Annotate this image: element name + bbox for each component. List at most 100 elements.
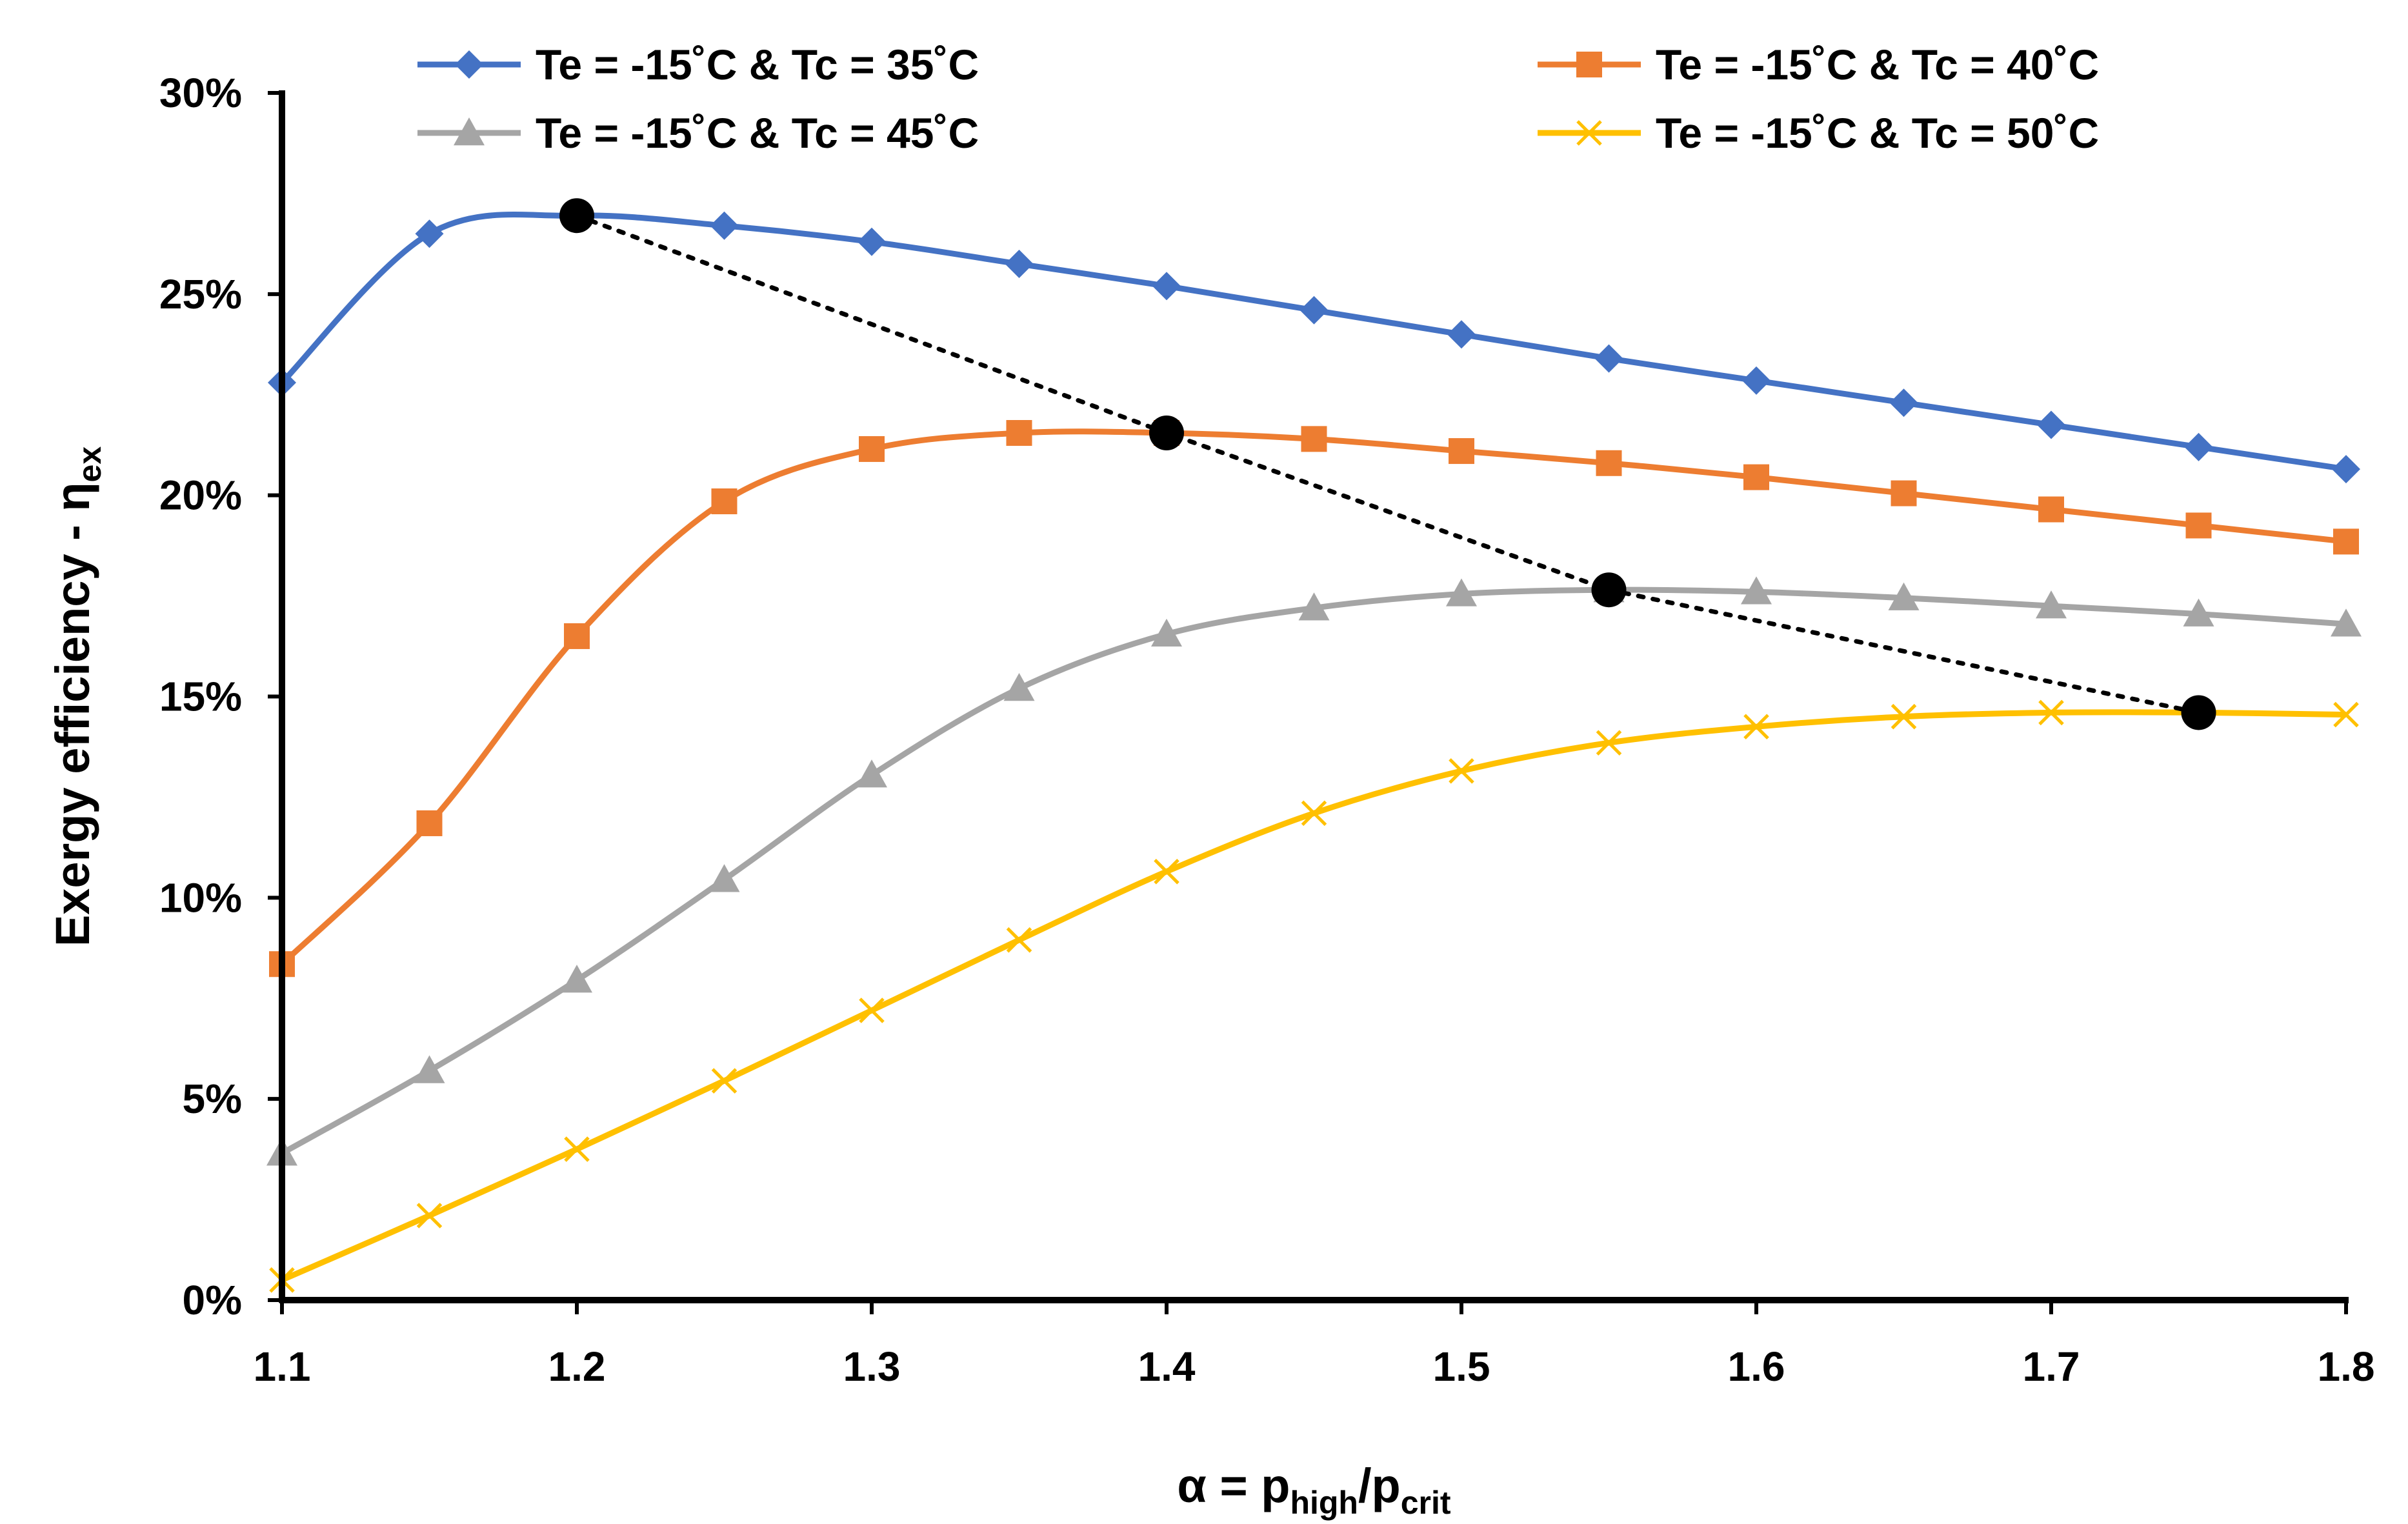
series-3-point-15 xyxy=(2331,608,2362,637)
series-1-point-12 xyxy=(1889,388,1918,417)
optimum-line xyxy=(574,213,2201,715)
x-axis-title-sub-high: high xyxy=(1290,1485,1358,1521)
legend-marker-3 xyxy=(454,117,485,146)
y-axis-title: Exergy efficiency - ηex xyxy=(46,446,108,947)
series-1-point-5 xyxy=(858,227,886,256)
series-3-point-8 xyxy=(1298,592,1330,621)
y-tick-label-2: 5% xyxy=(183,1076,243,1122)
optimum-point-1 xyxy=(559,198,594,234)
series-3-point-11 xyxy=(1741,576,1772,605)
series-4-point-13 xyxy=(2038,699,2064,726)
series-4-point-15 xyxy=(2333,701,2359,728)
series-3-point-9 xyxy=(1446,578,1477,607)
series-4-point-8-stroke-b xyxy=(1301,800,1327,827)
series-1-point-7 xyxy=(1152,272,1181,301)
series-1-point-4 xyxy=(710,211,739,240)
optimum-point-3 xyxy=(1591,572,1627,608)
series-layer xyxy=(266,201,2362,1293)
legend-marker-1 xyxy=(455,50,483,79)
series-4-point-10-stroke-b xyxy=(1596,730,1622,756)
series-4-point-11 xyxy=(1743,714,1769,740)
optimum-point-2 xyxy=(1149,415,1184,450)
x-axis-title-main: α = p xyxy=(1177,1459,1290,1512)
series-4-point-12 xyxy=(1891,703,1917,730)
series-2-point-14 xyxy=(2185,512,2212,539)
series-2-point-11 xyxy=(1743,464,1769,490)
series-1-point-13 xyxy=(2037,410,2065,439)
series-1-point-9 xyxy=(1447,320,1476,349)
series-3-point-3 xyxy=(561,965,592,993)
series-4-point-15-stroke-b xyxy=(2333,701,2359,728)
series-4-point-8 xyxy=(1301,800,1327,827)
series-1-point-14 xyxy=(2184,432,2213,461)
y-tick-label-5: 20% xyxy=(159,472,242,519)
series-1-point-8 xyxy=(1299,296,1329,325)
x-tick-label-4: 1.4 xyxy=(1138,1343,1196,1390)
series-2-point-5 xyxy=(859,436,885,462)
optimum-layer xyxy=(559,198,2216,730)
x-tick-label-2: 1.2 xyxy=(548,1343,606,1390)
x-tick-label-7: 1.7 xyxy=(2023,1343,2080,1390)
series-4-point-3 xyxy=(564,1136,590,1162)
series-3-point-6 xyxy=(1003,673,1035,701)
series-2-point-15 xyxy=(2333,528,2359,555)
x-tick-label-1: 1.1 xyxy=(254,1343,311,1390)
legend-label-4: Te = -15˚C & Tc = 50˚C xyxy=(1656,109,2099,157)
series-4-point-10 xyxy=(1596,730,1622,756)
series-4-point-13-stroke-b xyxy=(2038,699,2064,726)
legend-label-2: Te = -15˚C & Tc = 40˚C xyxy=(1656,41,2099,88)
legend-item-1: Te = -15˚C & Tc = 35˚C xyxy=(417,41,979,88)
x-tick-label-5: 1.5 xyxy=(1433,1343,1490,1390)
series-3-line xyxy=(280,587,2347,1156)
series-4-point-5 xyxy=(859,998,885,1023)
series-4-point-6-stroke-b xyxy=(1006,927,1032,953)
legend-marker-4-stroke-b xyxy=(1576,120,1602,146)
y-tick-label-6: 25% xyxy=(159,271,242,317)
y-axis-title-sub: ex xyxy=(72,446,108,483)
series-1-point-10 xyxy=(1594,344,1623,373)
series-3-point-14 xyxy=(2183,598,2214,627)
legend-label-1: Te = -15˚C & Tc = 35˚C xyxy=(536,41,979,88)
axes-layer: 0% 5% 10% 15% 20% 25% 30% 1.1 1.2 1.3 1.4 1.5 1.6 1.7… xyxy=(159,70,2375,1390)
legend-item-4: Te = -15˚C & Tc = 50˚C xyxy=(1538,109,2099,157)
series-4-point-11-stroke-b xyxy=(1743,714,1769,740)
series-3-point-12 xyxy=(1888,582,1920,610)
legend-item-2: Te = -15˚C & Tc = 40˚C xyxy=(1538,41,2099,88)
series-2-point-6 xyxy=(1006,419,1032,446)
x-tick-label-8: 1.8 xyxy=(2318,1343,2375,1390)
series-2-point-3 xyxy=(564,623,590,649)
series-4-point-5-stroke-b xyxy=(859,998,885,1023)
series-2-point-2 xyxy=(416,810,443,836)
series-3-point-4 xyxy=(708,864,740,892)
series-3-point-13 xyxy=(2036,590,2067,619)
series-1-point-15 xyxy=(2332,455,2360,484)
series-2-point-4 xyxy=(711,488,737,515)
y-tick-label-1: 0% xyxy=(183,1277,243,1323)
y-tick-label-4: 15% xyxy=(159,674,242,720)
series-4-point-7-stroke-b xyxy=(1154,859,1179,885)
series-4-point-6 xyxy=(1006,927,1032,953)
legend-label-3: Te = -15˚C & Tc = 45˚C xyxy=(536,109,979,157)
x-tick-label-6: 1.6 xyxy=(1728,1343,1785,1390)
x-axis-title: α = phigh/pcrit xyxy=(1177,1459,1450,1521)
series-2-point-10 xyxy=(1596,450,1622,476)
series-3-point-7 xyxy=(1151,618,1182,647)
x-axis-title-sub-crit: crit xyxy=(1401,1485,1451,1521)
x-axis-title-mid: /p xyxy=(1358,1459,1401,1512)
series-4 xyxy=(269,699,2359,1293)
series-4-point-9 xyxy=(1449,758,1474,784)
series-2-point-8 xyxy=(1301,426,1327,452)
series-2-point-9 xyxy=(1449,438,1474,465)
series-4-point-9-stroke-b xyxy=(1449,758,1474,784)
legend-item-3: Te = -15˚C & Tc = 45˚C xyxy=(417,109,979,157)
series-4-point-7 xyxy=(1154,859,1179,885)
series-2-point-12 xyxy=(1891,480,1917,506)
series-4-point-4 xyxy=(711,1068,737,1094)
series-1-point-2 xyxy=(415,219,444,248)
series-4-point-2 xyxy=(416,1203,443,1228)
y-tick-label-3: 10% xyxy=(159,874,242,921)
series-1-point-6 xyxy=(1005,250,1034,279)
series-1-point-11 xyxy=(1742,366,1771,395)
y-axis-title-main: Exergy efficiency - η xyxy=(46,482,99,947)
